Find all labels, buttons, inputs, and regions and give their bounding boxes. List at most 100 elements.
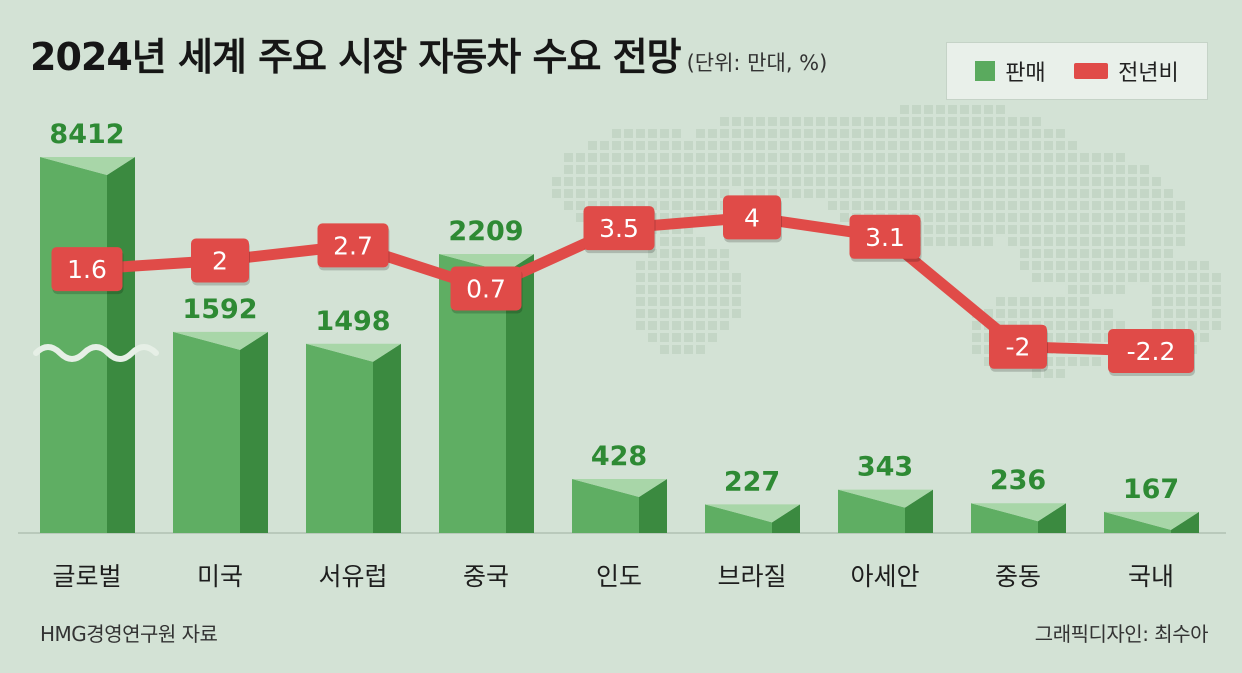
map-dot bbox=[1104, 321, 1113, 330]
map-dot bbox=[1164, 189, 1173, 198]
map-dot bbox=[1008, 165, 1017, 174]
map-dot bbox=[1056, 273, 1065, 282]
map-dot bbox=[1140, 189, 1149, 198]
map-dot bbox=[972, 225, 981, 234]
map-dot bbox=[1152, 321, 1161, 330]
axis-break-wave bbox=[33, 344, 159, 362]
map-dot bbox=[900, 201, 909, 210]
map-dot bbox=[1140, 237, 1149, 246]
map-dot bbox=[696, 249, 705, 258]
map-dot bbox=[600, 165, 609, 174]
map-dot bbox=[1176, 237, 1185, 246]
map-dot bbox=[876, 177, 885, 186]
map-dot bbox=[720, 117, 729, 126]
map-dot bbox=[1152, 273, 1161, 282]
map-dot bbox=[660, 189, 669, 198]
map-dot bbox=[564, 201, 573, 210]
map-dot bbox=[1056, 249, 1065, 258]
map-dot bbox=[1164, 213, 1173, 222]
map-dot bbox=[984, 153, 993, 162]
map-dot bbox=[672, 321, 681, 330]
map-dot bbox=[1164, 225, 1173, 234]
map-dot bbox=[1104, 177, 1113, 186]
map-dot bbox=[912, 153, 921, 162]
map-dot bbox=[672, 249, 681, 258]
map-dot bbox=[984, 189, 993, 198]
map-dot bbox=[696, 309, 705, 318]
map-dot bbox=[912, 105, 921, 114]
map-dot bbox=[1176, 225, 1185, 234]
map-dot bbox=[852, 165, 861, 174]
map-dot bbox=[876, 153, 885, 162]
map-dot bbox=[1104, 165, 1113, 174]
map-dot bbox=[780, 177, 789, 186]
map-dot bbox=[1056, 225, 1065, 234]
map-dot bbox=[1152, 225, 1161, 234]
map-dot bbox=[636, 141, 645, 150]
map-dot bbox=[960, 201, 969, 210]
map-dot bbox=[1032, 309, 1041, 318]
map-dot bbox=[660, 201, 669, 210]
map-dot bbox=[576, 165, 585, 174]
map-dot bbox=[864, 117, 873, 126]
map-dot bbox=[996, 309, 1005, 318]
map-dot bbox=[924, 105, 933, 114]
map-dot bbox=[672, 141, 681, 150]
map-dot bbox=[912, 189, 921, 198]
map-dot bbox=[828, 165, 837, 174]
map-dot bbox=[1032, 141, 1041, 150]
map-dot bbox=[1116, 177, 1125, 186]
map-dot bbox=[732, 117, 741, 126]
map-dot bbox=[1176, 309, 1185, 318]
map-dot bbox=[1164, 261, 1173, 270]
map-dot bbox=[912, 201, 921, 210]
yoy-value-label: 2.7 bbox=[333, 231, 373, 260]
map-dot bbox=[708, 201, 717, 210]
map-dot bbox=[588, 189, 597, 198]
map-dot bbox=[1020, 237, 1029, 246]
map-dot bbox=[1080, 261, 1089, 270]
map-dot bbox=[972, 129, 981, 138]
bar-top bbox=[306, 343, 401, 362]
map-dot bbox=[744, 117, 753, 126]
map-dot bbox=[1152, 261, 1161, 270]
map-dot bbox=[960, 225, 969, 234]
bar-front bbox=[971, 503, 1038, 533]
map-dot bbox=[828, 129, 837, 138]
map-dot bbox=[804, 117, 813, 126]
map-dot bbox=[1056, 321, 1065, 330]
map-dot bbox=[1056, 261, 1065, 270]
map-dot bbox=[1092, 189, 1101, 198]
map-dot bbox=[1032, 153, 1041, 162]
map-dot bbox=[804, 165, 813, 174]
map-dot bbox=[1092, 333, 1101, 342]
legend: 판매 전년비 bbox=[946, 42, 1208, 100]
map-dot bbox=[1188, 297, 1197, 306]
map-dot bbox=[936, 105, 945, 114]
map-dot bbox=[768, 165, 777, 174]
map-dot bbox=[588, 177, 597, 186]
map-dot bbox=[960, 177, 969, 186]
map-dot bbox=[636, 285, 645, 294]
map-dot bbox=[852, 189, 861, 198]
map-dot bbox=[936, 237, 945, 246]
map-dot bbox=[1032, 129, 1041, 138]
map-dot bbox=[1200, 285, 1209, 294]
map-dot bbox=[996, 141, 1005, 150]
map-dot bbox=[660, 297, 669, 306]
map-dot bbox=[780, 165, 789, 174]
map-dot bbox=[624, 201, 633, 210]
map-dot bbox=[636, 261, 645, 270]
map-dot bbox=[996, 225, 1005, 234]
map-dot bbox=[1092, 201, 1101, 210]
map-dot bbox=[1116, 237, 1125, 246]
map-dot bbox=[1044, 153, 1053, 162]
map-dot bbox=[1032, 189, 1041, 198]
yoy-value-label: -2 bbox=[1006, 333, 1031, 362]
map-dot bbox=[612, 201, 621, 210]
map-dot bbox=[1020, 201, 1029, 210]
map-dot bbox=[720, 129, 729, 138]
bar-value-label: 1592 bbox=[182, 294, 257, 325]
map-dot bbox=[600, 153, 609, 162]
map-dot bbox=[924, 201, 933, 210]
